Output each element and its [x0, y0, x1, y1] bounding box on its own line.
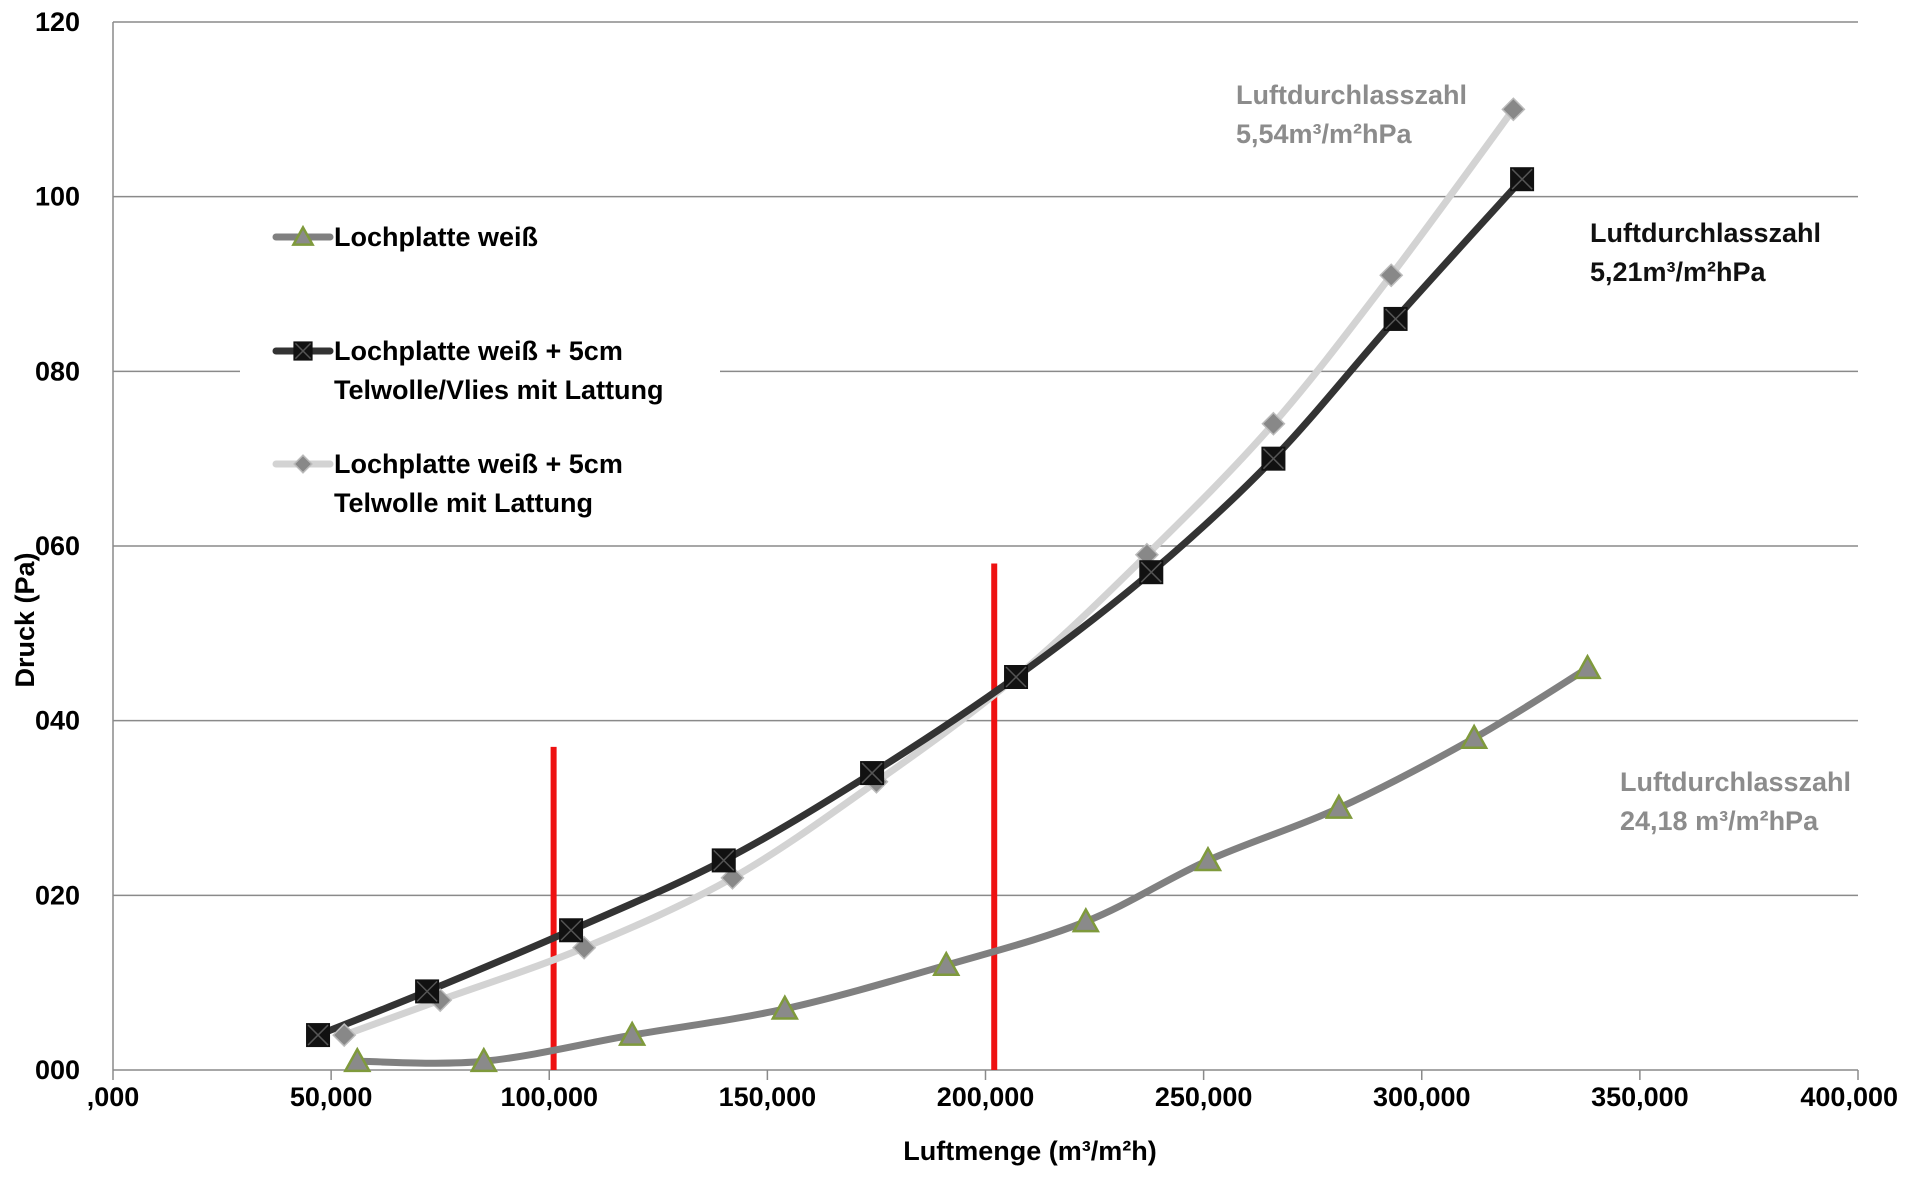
diamond-marker — [332, 1023, 357, 1048]
triangle-marker — [1459, 723, 1489, 749]
y-tick-label: 020 — [35, 880, 80, 910]
annotation-label: Luftdurchlasszahl — [1620, 767, 1851, 797]
annotation-label: 5,54m³/m²hPa — [1236, 119, 1413, 149]
x-tick-label: 100,000 — [500, 1082, 598, 1112]
triangle-marker — [932, 950, 961, 977]
legend: Lochplatte weiß Lochplatte weiß + 5cm Telw… — [240, 215, 720, 520]
y-tick-label: 060 — [35, 531, 80, 561]
x-tick-label: 50,000 — [290, 1082, 373, 1112]
annotation-label: Luftdurchlasszahl — [1590, 218, 1821, 248]
triangle-marker — [1324, 793, 1353, 819]
square-marker — [559, 918, 584, 943]
triangle-marker — [469, 1046, 498, 1073]
legend-label: Telwolle/Vlies mit Lattung — [334, 375, 664, 405]
square-marker-cross — [861, 762, 883, 784]
y-tick-label: 100 — [35, 182, 80, 212]
reference-lines — [550, 563, 998, 1070]
square-marker-cross — [294, 342, 312, 360]
square-marker-cross — [1385, 308, 1407, 330]
square-marker-cross — [713, 849, 735, 871]
x-tick-label: 150,000 — [719, 1082, 817, 1112]
triangle-marker — [1573, 653, 1602, 680]
triangle-marker — [343, 1046, 372, 1073]
x-tick-label: 350,000 — [1591, 1082, 1689, 1112]
square-marker-cross — [416, 980, 438, 1002]
triangle-marker — [618, 1020, 647, 1046]
square-marker-cross — [1262, 448, 1284, 470]
series-lines — [306, 97, 1602, 1073]
square-marker — [1510, 167, 1535, 192]
x-tick-label: 250,000 — [1155, 1082, 1253, 1112]
x-axis-title: Luftmenge (m³/m²h) — [903, 1136, 1156, 1166]
x-tick-label: ,000 — [87, 1082, 140, 1112]
annotation-label: 24,18 m³/m²hPa — [1620, 806, 1819, 836]
y-tick-label: 120 — [35, 7, 80, 37]
legend-label: Lochplatte weiß — [334, 222, 538, 252]
square-marker-cross — [307, 1024, 329, 1046]
diamond-marker — [1379, 263, 1404, 288]
series-line — [353, 664, 1592, 1067]
y-tick-label: 080 — [35, 356, 80, 386]
square-marker — [860, 761, 885, 786]
diamond-marker — [293, 454, 313, 474]
legend-background — [240, 215, 720, 520]
annotation-label: Luftdurchlasszahl — [1236, 80, 1467, 110]
square-marker — [711, 848, 736, 873]
legend-label: Telwolle mit Lattung — [334, 488, 593, 518]
triangle-marker — [291, 224, 315, 246]
square-marker — [415, 979, 440, 1004]
y-tick-label: 040 — [35, 706, 80, 736]
x-tick-label: 300,000 — [1373, 1082, 1471, 1112]
square-marker — [293, 341, 313, 361]
triangle-marker — [1071, 906, 1100, 933]
diamond-marker — [1501, 97, 1526, 122]
square-marker — [1261, 446, 1286, 471]
axes: 000 020 040 060 080 100 120 ,000 50,000 100,000 15… — [35, 7, 1898, 1112]
square-marker-cross — [1140, 561, 1162, 583]
square-marker — [1139, 560, 1164, 585]
series-line — [314, 175, 1526, 1039]
triangle-marker — [1193, 845, 1223, 872]
x-tick-label: 200,000 — [937, 1082, 1035, 1112]
legend-label: Lochplatte weiß + 5cm — [334, 449, 623, 479]
annotations: Luftdurchlasszahl 5,54m³/m²hPa Luftdurchla… — [1236, 80, 1851, 836]
y-axis-title: Druck (Pa) — [10, 552, 40, 687]
annotation-label: 5,21m³/m²hPa — [1590, 257, 1767, 287]
legend-label: Lochplatte weiß + 5cm — [334, 336, 623, 366]
square-marker — [1004, 665, 1029, 689]
square-marker-cross — [1511, 168, 1533, 190]
square-marker-cross — [1005, 666, 1027, 688]
diamond-marker — [1261, 411, 1286, 436]
triangle-marker — [770, 994, 799, 1020]
y-tick-label: 000 — [35, 1055, 80, 1085]
x-tick-label: 400,000 — [1800, 1082, 1898, 1112]
square-marker — [1383, 306, 1408, 331]
square-marker — [306, 1023, 331, 1048]
square-marker-cross — [560, 919, 582, 941]
